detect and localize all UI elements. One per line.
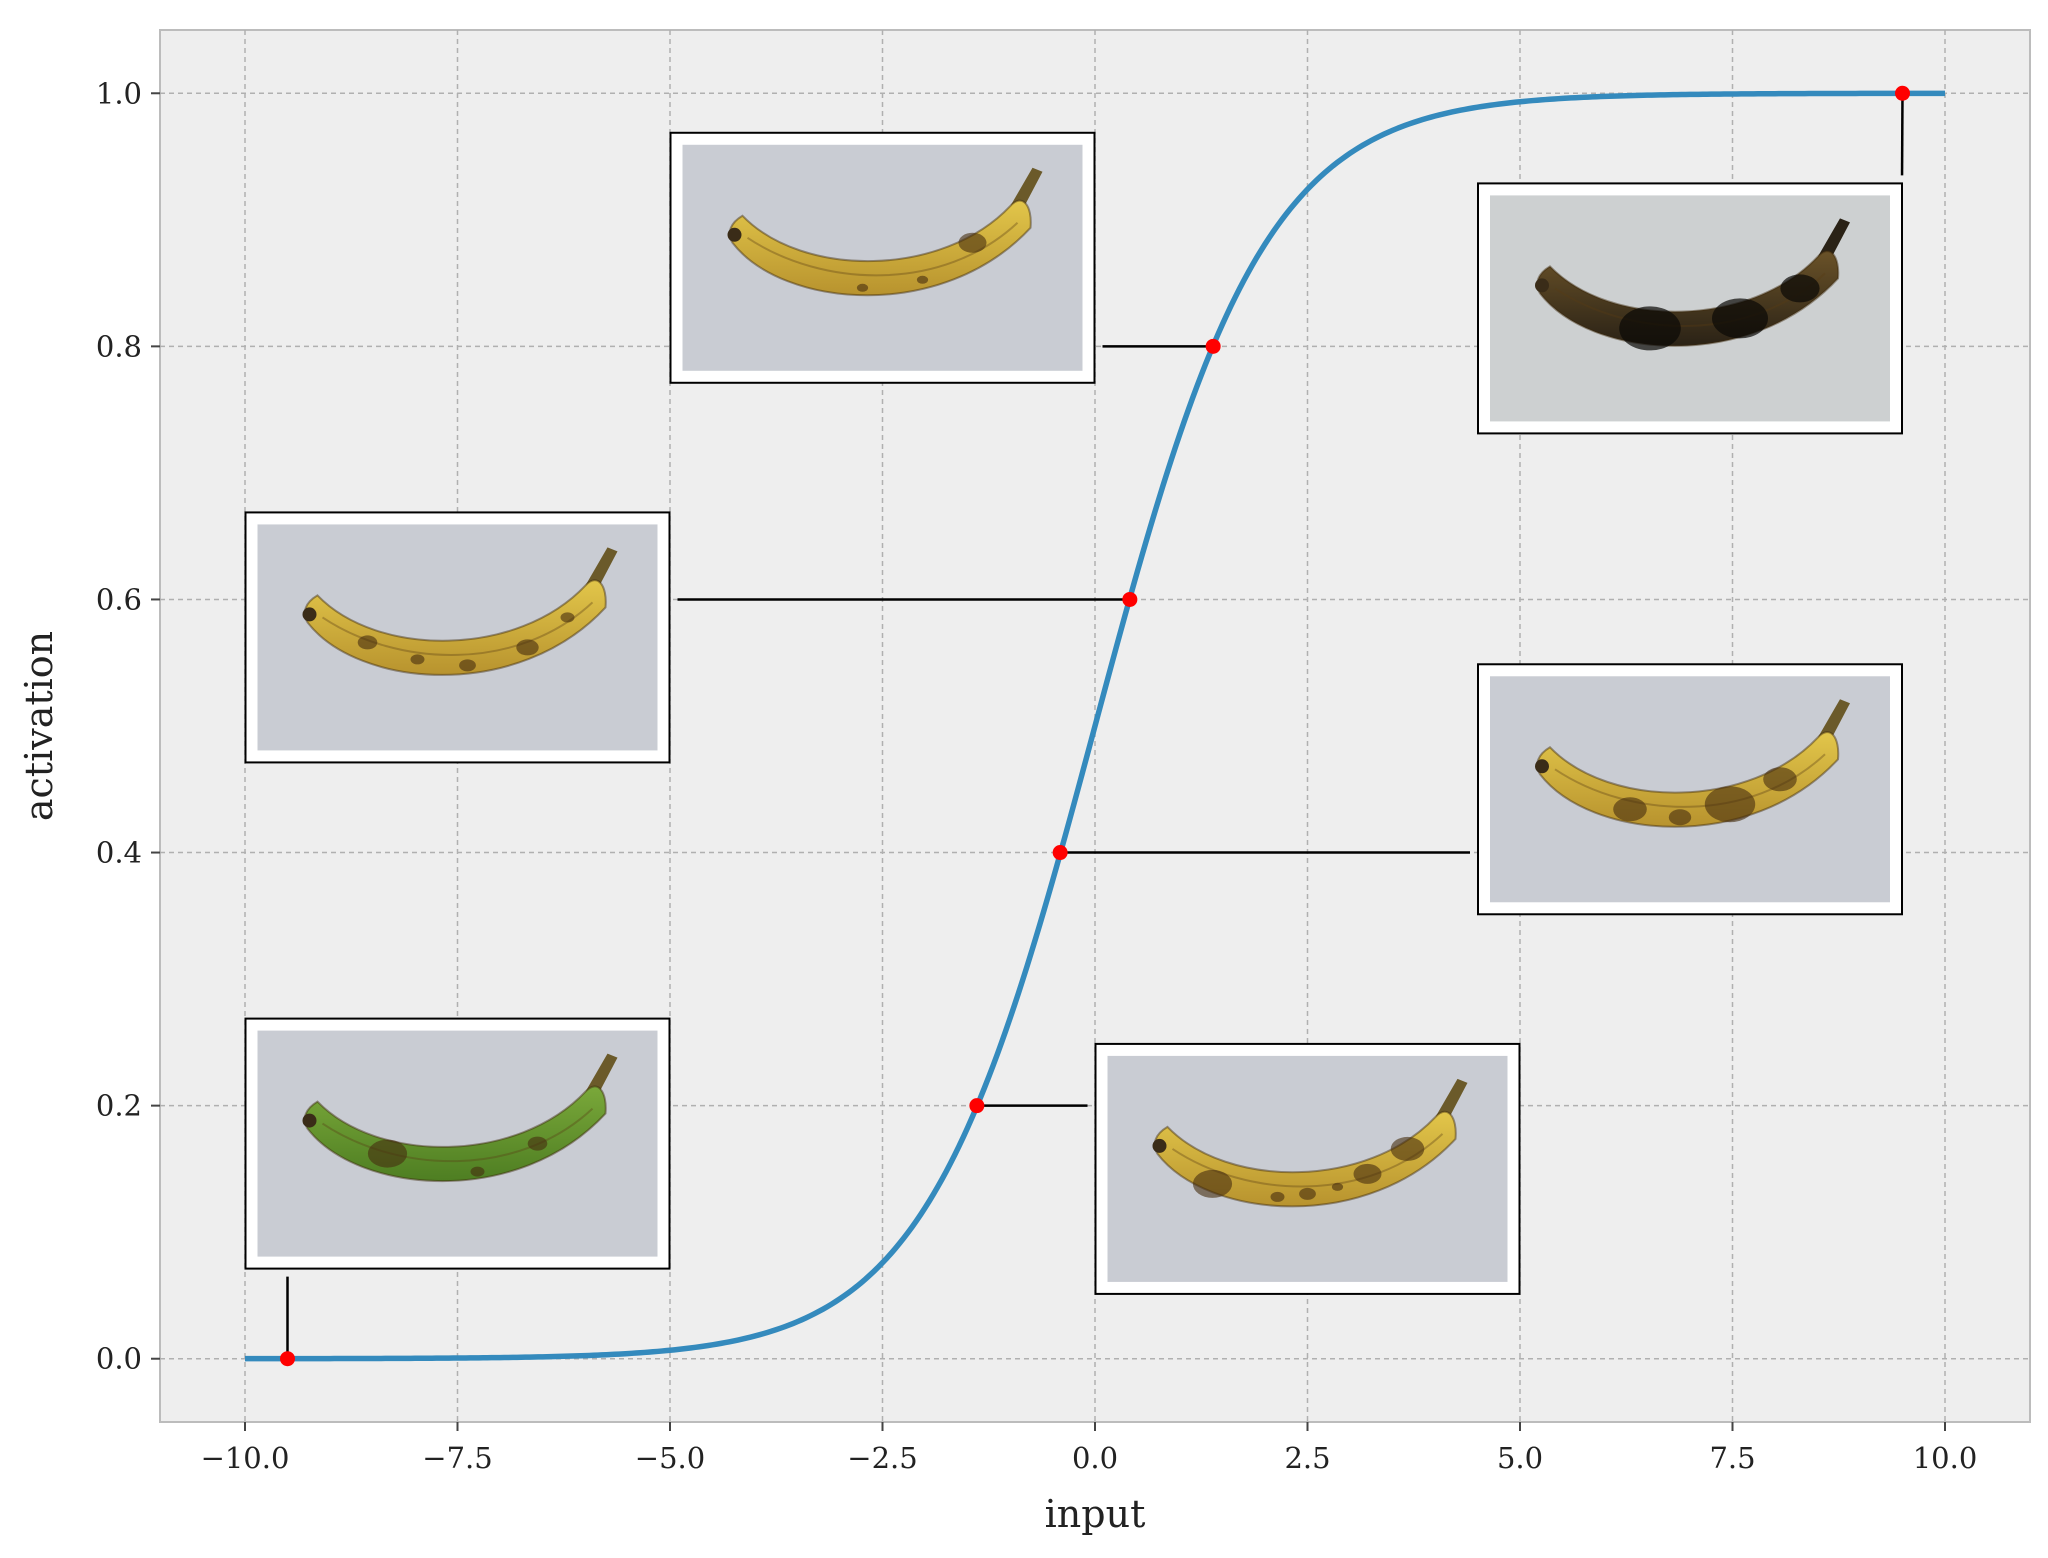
banana-stem [585,1053,618,1096]
banana-green [302,1053,618,1183]
x-axis-label: input [1045,1492,1146,1536]
data-point-marker [1052,845,1068,861]
banana-spot [470,1166,485,1177]
banana-black-overripe [1535,218,1850,351]
data-point-marker [280,1351,295,1367]
banana-image-box [1477,663,1903,916]
x-tick-label: 0.0 [1072,1441,1118,1475]
banana-yellow-few-spots [727,167,1043,297]
banana-stem [1818,699,1850,742]
x-tick-label: −2.5 [847,1441,917,1475]
image-backdrop [257,524,658,751]
x-tick-label: −5.0 [635,1441,705,1475]
banana-tip [727,227,742,242]
banana-image-box [244,511,671,764]
banana-spot [1270,1191,1285,1202]
y-tick-label: 0.2 [96,1089,142,1123]
banana-image-box [1094,1042,1521,1295]
banana-spot [1353,1163,1382,1184]
banana-spot [527,1136,548,1151]
y-tick-label: 0.0 [96,1342,142,1376]
banana-tip [1535,278,1549,293]
banana-yellow-freckled [302,547,618,676]
banana-spot [1192,1169,1233,1198]
x-tick-label: 5.0 [1497,1441,1543,1475]
y-tick-label: 0.6 [96,582,142,616]
banana-spot [1613,797,1647,822]
data-point-marker [969,1098,985,1114]
image-backdrop [682,144,1083,371]
y-tick-label: 0.4 [96,836,142,870]
banana-spot [1390,1136,1425,1161]
banana-spot [958,232,987,253]
banana-tip [1535,759,1549,774]
banana-ridge [321,1107,594,1163]
x-tick-label: 10.0 [1913,1441,1978,1475]
banana-spot [1763,767,1797,792]
banana-stem [585,547,618,590]
banana-yellow-brown-streaks [1535,699,1850,828]
y-tick-label: 0.8 [96,329,142,363]
image-backdrop [257,1030,658,1257]
data-point-marker [1895,85,1910,101]
banana-spot [516,639,539,656]
x-tick-label: 7.5 [1709,1441,1755,1475]
image-backdrop [1490,676,1890,903]
banana-spot [1619,306,1681,351]
y-tick-label: 1.0 [96,76,142,110]
banana-body [1536,731,1840,828]
x-tick-label: 2.5 [1284,1441,1330,1475]
y-axis-label: activation [17,631,61,821]
banana-spot [1331,1182,1344,1191]
banana-image-box [669,131,1096,384]
banana-tip [1152,1138,1167,1153]
data-point-marker [1205,338,1221,354]
banana-ridge [746,222,1019,277]
banana-stem [1818,218,1850,261]
image-backdrop [1490,195,1890,422]
banana-spot [560,612,575,623]
banana-tip [302,1113,317,1128]
banana-spot [1299,1187,1316,1200]
banana-ridge [321,601,594,656]
x-tick-label: −7.5 [422,1441,492,1475]
banana-stem [1435,1078,1468,1121]
banana-spot [1780,274,1820,303]
banana-spot [1668,809,1692,826]
banana-stem [1010,167,1043,210]
banana-tip [302,607,317,622]
x-tick-label: −10.0 [201,1441,290,1475]
image-backdrop [1107,1055,1508,1282]
banana-image-box [1477,182,1903,435]
banana-spot [856,283,869,292]
banana-spot [357,635,378,650]
banana-spot [1712,298,1768,339]
banana-body [728,199,1032,297]
banana-spot [1704,786,1756,823]
banana-spot [367,1139,408,1168]
data-point-marker [1122,591,1138,607]
sigmoid-series-line [245,90,1945,1362]
banana-spot [459,659,476,672]
banana-image-box [244,1017,671,1270]
banana-yellow-brown-spots [1152,1078,1468,1208]
banana-spot [410,654,425,665]
banana-spot [916,275,929,284]
